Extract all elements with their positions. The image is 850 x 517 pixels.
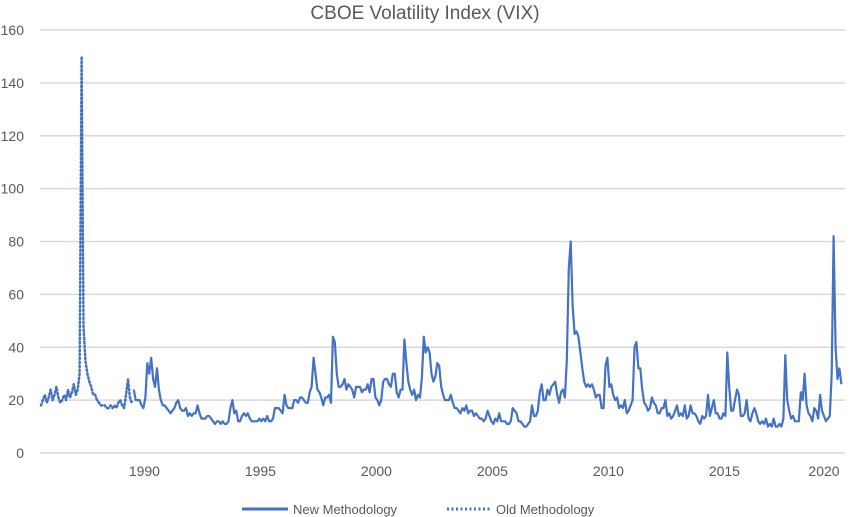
x-tick-label: 2015	[709, 463, 740, 479]
y-tick-label: 160	[1, 22, 25, 38]
gridlines	[40, 29, 845, 454]
x-tick-label: 2000	[361, 463, 392, 479]
chart-title: CBOE Volatility Index (VIX)	[310, 3, 539, 24]
y-tick-label: 80	[8, 234, 24, 250]
x-axis-ticks: 1990 1995 2000 2005 2010 2015 2020	[129, 463, 840, 479]
legend: New Methodology Old Methodology	[242, 502, 595, 517]
x-tick-label: 1995	[245, 463, 276, 479]
legend-label-old: Old Methodology	[496, 502, 595, 517]
x-tick-label: 2005	[477, 463, 508, 479]
x-tick-label: 1990	[129, 463, 160, 479]
legend-label-new: New Methodology	[293, 502, 398, 517]
y-tick-label: 140	[1, 75, 25, 91]
y-tick-label: 40	[8, 339, 24, 355]
y-tick-label: 120	[1, 128, 25, 144]
y-tick-label: 60	[8, 286, 24, 302]
y-axis-ticks: 0 20 40 60 80 100 120 140 160	[1, 22, 25, 461]
y-tick-label: 20	[8, 392, 24, 408]
y-tick-label: 0	[16, 445, 24, 461]
series-lines	[39, 55, 843, 428]
x-tick-label: 2010	[593, 463, 624, 479]
series-old-methodology	[39, 55, 134, 410]
y-tick-label: 100	[1, 181, 25, 197]
x-tick-label: 2020	[808, 463, 839, 479]
series-new-methodology	[132, 235, 843, 428]
